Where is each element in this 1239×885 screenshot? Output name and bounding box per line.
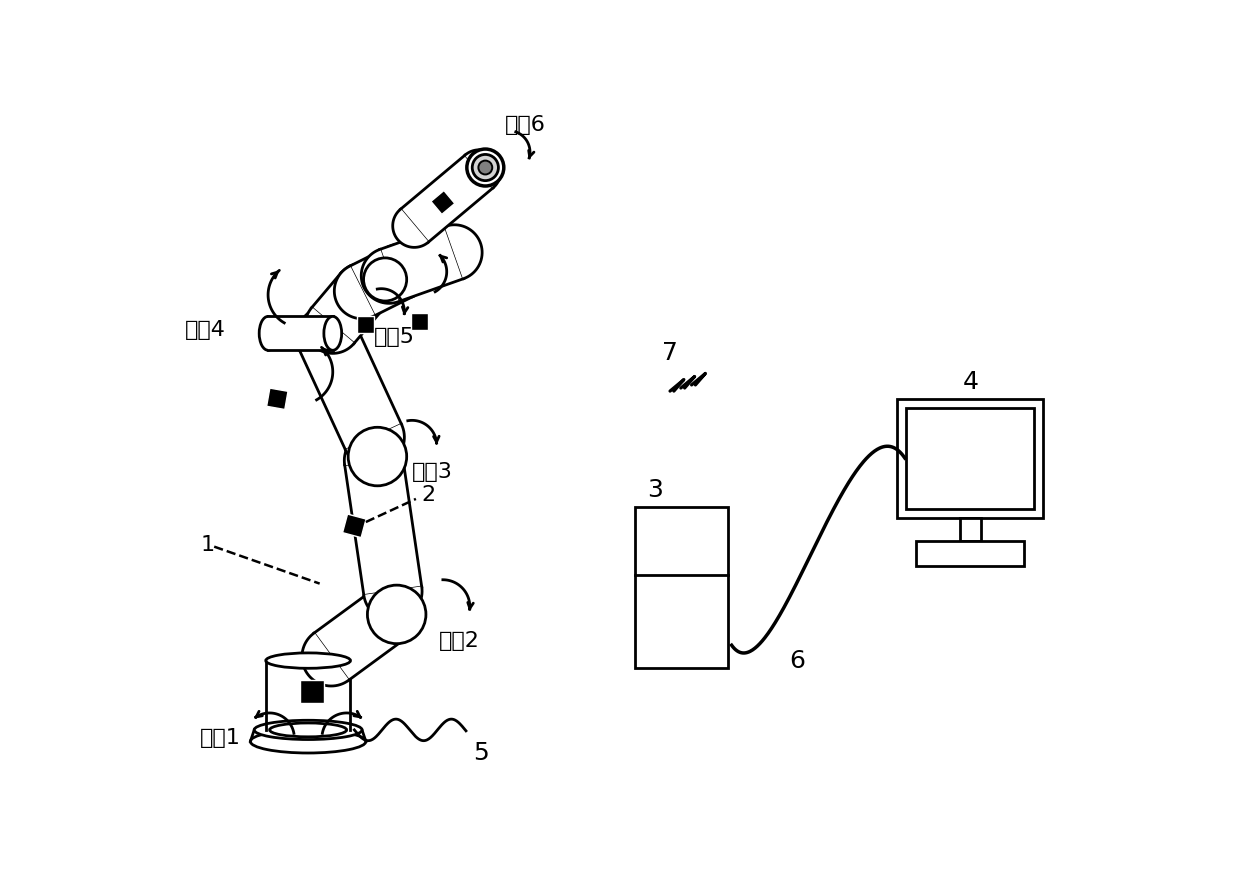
Text: 关劂6: 关劂6 <box>504 115 545 135</box>
Polygon shape <box>311 273 383 343</box>
Polygon shape <box>302 633 348 686</box>
Polygon shape <box>393 210 429 248</box>
Polygon shape <box>344 431 403 465</box>
Circle shape <box>363 258 406 301</box>
Polygon shape <box>266 660 351 730</box>
Bar <box>897 399 1043 518</box>
Polygon shape <box>346 425 404 468</box>
Polygon shape <box>344 456 421 596</box>
Polygon shape <box>349 247 413 316</box>
Text: 关劂3: 关劂3 <box>413 462 453 482</box>
Polygon shape <box>300 680 323 703</box>
Text: 关劂1: 关劂1 <box>201 727 242 748</box>
Text: 5: 5 <box>473 741 489 765</box>
Text: 关劂4: 关劂4 <box>185 319 225 340</box>
Polygon shape <box>362 250 398 304</box>
Text: 1: 1 <box>201 535 214 555</box>
Circle shape <box>478 160 492 174</box>
Polygon shape <box>445 225 482 279</box>
Bar <box>636 506 727 668</box>
Text: 7: 7 <box>663 341 678 365</box>
Bar <box>959 518 981 542</box>
Polygon shape <box>335 266 374 319</box>
Ellipse shape <box>270 723 347 737</box>
Polygon shape <box>268 317 333 350</box>
Text: 关劂5: 关劂5 <box>374 327 415 347</box>
Text: 2: 2 <box>421 485 435 505</box>
Polygon shape <box>364 587 422 620</box>
Polygon shape <box>357 316 374 333</box>
Polygon shape <box>379 227 463 302</box>
Polygon shape <box>400 155 493 242</box>
Text: 4: 4 <box>963 370 979 394</box>
Text: 6: 6 <box>789 649 805 673</box>
Text: 关劂2: 关劂2 <box>439 631 479 651</box>
Polygon shape <box>388 244 429 296</box>
Circle shape <box>467 149 504 186</box>
Polygon shape <box>411 312 429 329</box>
Polygon shape <box>266 389 287 410</box>
Ellipse shape <box>254 720 362 740</box>
Polygon shape <box>296 306 356 350</box>
Circle shape <box>348 427 406 486</box>
Polygon shape <box>341 263 390 309</box>
Ellipse shape <box>259 317 278 350</box>
Polygon shape <box>431 190 455 214</box>
Polygon shape <box>300 324 401 450</box>
Polygon shape <box>313 591 406 681</box>
Polygon shape <box>342 514 366 538</box>
Text: 3: 3 <box>647 478 663 502</box>
Polygon shape <box>372 585 419 638</box>
Ellipse shape <box>250 730 366 753</box>
Ellipse shape <box>323 317 342 350</box>
Circle shape <box>368 585 426 643</box>
Polygon shape <box>466 150 501 188</box>
Bar <box>917 542 1025 566</box>
Bar <box>907 408 1035 509</box>
Polygon shape <box>305 308 354 353</box>
Ellipse shape <box>266 653 351 668</box>
Circle shape <box>472 155 498 181</box>
